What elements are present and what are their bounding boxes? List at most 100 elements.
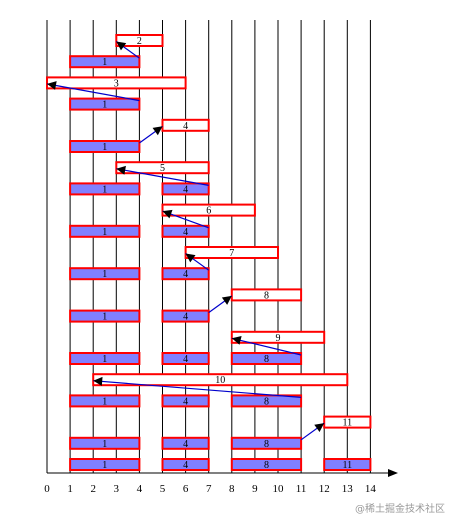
selected-interval-label: 11 <box>342 460 352 471</box>
selection-arrowhead <box>314 423 325 433</box>
selected-interval <box>69 458 141 471</box>
selection-arrowhead <box>162 209 173 219</box>
selected-interval-label: 8 <box>264 439 269 450</box>
candidate-interval <box>115 34 164 47</box>
selected-interval <box>69 309 141 323</box>
candidate-interval-label: 2 <box>137 36 142 47</box>
selection-arrows <box>46 41 325 441</box>
x-tick-label: 11 <box>296 483 307 495</box>
selected-interval <box>69 140 141 153</box>
selected-interval-label: 1 <box>102 460 107 471</box>
x-tick-label: 13 <box>342 483 354 495</box>
candidate-interval-label: 10 <box>215 375 225 386</box>
selected-interval <box>69 352 141 365</box>
candidate-interval <box>92 373 349 387</box>
selected-interval <box>230 436 303 450</box>
selected-interval <box>69 267 141 281</box>
candidate-interval <box>230 288 303 302</box>
selected-interval-label: 4 <box>183 184 188 195</box>
selected-interval <box>161 436 210 450</box>
vertical-gridlines <box>46 20 371 473</box>
selected-interval <box>69 55 141 69</box>
selected-interval-label: 1 <box>102 100 107 111</box>
selection-arrow <box>231 337 302 356</box>
selected-interval-label: 8 <box>264 396 269 407</box>
x-tick-label: 1 <box>67 483 73 495</box>
candidate-interval <box>184 246 280 259</box>
candidate-interval-label: 11 <box>342 418 352 429</box>
selection-arrowhead <box>231 336 242 345</box>
selected-interval <box>69 97 141 111</box>
selection-arrowhead <box>185 253 196 263</box>
x-tick-label: 6 <box>183 483 189 495</box>
candidate-interval-label: 6 <box>206 206 211 217</box>
selected-interval-label: 1 <box>102 184 107 195</box>
selected-interval-label: 1 <box>102 227 107 238</box>
selected-interval-label: 1 <box>102 439 107 450</box>
selected-interval-label: 4 <box>183 439 188 450</box>
selected-interval-label: 1 <box>102 269 107 280</box>
selected-interval <box>230 394 303 408</box>
selection-arrowhead <box>152 126 163 136</box>
candidate-interval-label: 7 <box>229 248 234 259</box>
selected-interval-label: 8 <box>264 460 269 471</box>
selected-interval <box>69 436 141 450</box>
watermark: @稀土掘金技术社区 <box>355 504 445 515</box>
x-axis-arrowhead <box>388 469 398 477</box>
x-tick-label: 0 <box>44 483 50 495</box>
candidate-interval <box>161 203 256 217</box>
selected-interval-label: 4 <box>183 460 188 471</box>
selected-interval-label: 4 <box>183 269 188 280</box>
x-tick-label: 2 <box>90 483 96 495</box>
candidate-interval-label: 3 <box>114 78 119 89</box>
selected-interval-label: 1 <box>102 354 107 365</box>
selected-interval-label: 1 <box>102 396 107 407</box>
x-tick-label: 14 <box>365 483 377 495</box>
selection-arrowhead <box>221 295 232 305</box>
selected-interval <box>161 182 210 196</box>
candidate-interval <box>46 76 187 90</box>
selected-interval <box>323 458 372 471</box>
candidate-interval-label: 9 <box>276 333 281 344</box>
selected-interval <box>69 182 141 196</box>
selected-interval <box>69 224 141 238</box>
selected-interval <box>69 394 141 408</box>
selected-interval-label: 4 <box>183 396 188 407</box>
candidate-interval <box>323 415 372 429</box>
x-tick-label: 9 <box>252 483 258 495</box>
x-tick-label: 4 <box>137 483 143 495</box>
selected-interval-label: 8 <box>264 354 269 365</box>
x-tick-label: 7 <box>206 483 212 495</box>
selection-arrowhead <box>47 81 57 90</box>
candidate-interval-label: 8 <box>264 290 269 301</box>
candidate-interval-label: 5 <box>160 163 165 174</box>
selected-interval <box>161 352 210 365</box>
selected-interval <box>161 394 210 408</box>
selected-interval-label: 4 <box>183 312 188 323</box>
selection-arrowhead <box>116 41 127 51</box>
candidate-interval <box>115 161 210 175</box>
selection-arrow <box>93 380 302 398</box>
selected-interval <box>161 309 210 323</box>
x-tick-label: 12 <box>319 483 330 495</box>
selected-interval <box>161 267 210 281</box>
selection-arrowhead <box>93 376 103 386</box>
selection-arrow <box>46 83 140 102</box>
selected-interval-label: 4 <box>183 354 188 365</box>
candidate-interval <box>230 330 326 344</box>
candidate-interval <box>161 118 210 132</box>
selected-interval-label: 4 <box>183 227 188 238</box>
selected-interval <box>161 458 210 471</box>
x-tick-label: 8 <box>229 483 235 495</box>
selected-interval <box>161 224 210 238</box>
x-tick-label: 3 <box>114 483 120 495</box>
x-tick-label: 5 <box>160 483 166 495</box>
selected-interval-label: 1 <box>102 142 107 153</box>
candidate-interval-label: 4 <box>183 121 188 132</box>
selected-interval <box>230 458 303 471</box>
selection-arrow <box>116 168 209 186</box>
x-tick-label: 10 <box>273 483 285 495</box>
selected-interval <box>230 352 303 365</box>
